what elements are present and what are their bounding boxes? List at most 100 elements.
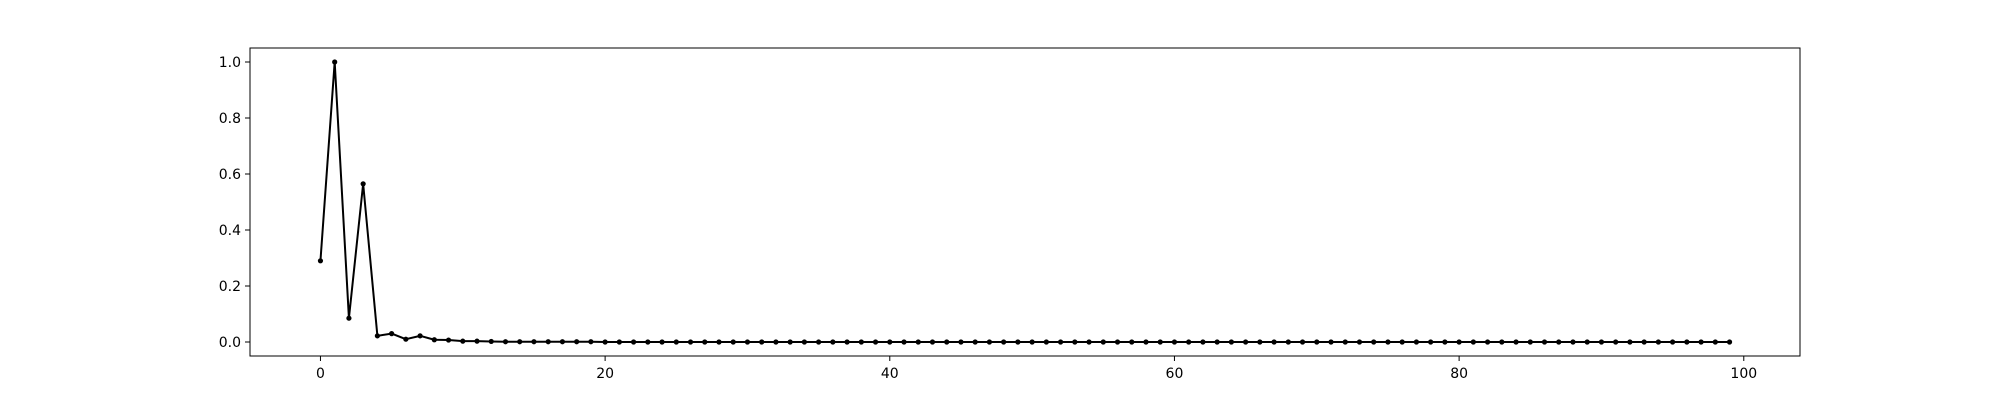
data-point [1356,339,1363,345]
data-point [389,331,395,337]
data-point [1541,339,1548,345]
data-point [1556,339,1562,345]
data-point [759,339,765,345]
x-tick-label: 40 [881,366,899,382]
data-point [972,339,978,345]
data-point [1613,339,1619,345]
series-line [319,61,1730,343]
data-point [1399,339,1405,345]
data-point [1641,339,1647,345]
data-point [630,339,637,345]
data-point [588,339,594,345]
data-point [1114,339,1121,345]
data-point [602,339,608,345]
data-point [1598,339,1605,345]
y-tick-label: 0.0 [219,335,241,351]
data-point [1712,339,1718,345]
data-point [1726,339,1733,345]
data-point [616,339,622,345]
data-point [1157,339,1163,345]
data-series [317,59,1733,345]
data-point [1057,339,1064,345]
data-point [531,339,537,345]
data-point [1698,339,1704,345]
y-tick-label: 0.2 [219,279,241,295]
data-point [929,339,936,345]
data-point [1428,339,1434,345]
data-point [1271,339,1277,345]
data-point [460,338,466,344]
data-point [1100,339,1106,345]
data-point [1527,339,1533,345]
data-point [1171,339,1178,345]
data-point [1257,339,1263,345]
data-point [317,258,324,264]
data-point [1670,339,1676,345]
data-point [445,337,452,343]
data-point [1442,339,1448,345]
data-point [844,339,850,345]
data-point [1214,339,1220,345]
data-point [915,339,921,345]
y-tick-label: 0.8 [219,111,241,127]
data-point [1029,339,1035,345]
data-point [431,337,437,343]
data-point [374,333,380,339]
data-point [332,59,338,65]
x-tick-label: 100 [1730,366,1757,382]
x-tick-label: 20 [596,366,614,382]
data-point [801,339,807,345]
data-point [1655,339,1661,345]
data-point [1015,339,1021,345]
data-point [958,339,964,345]
plot-area-background [250,48,1800,356]
data-point [474,338,480,344]
data-point [1584,339,1590,345]
data-point [1371,339,1377,345]
data-point [830,339,836,345]
data-point [1456,339,1462,345]
data-point [1385,339,1391,345]
data-point [744,339,751,345]
data-point [1314,339,1320,345]
data-point [1086,339,1092,345]
data-point [574,339,580,345]
data-point [545,339,551,345]
data-point [346,315,352,321]
x-tick-label: 60 [1166,366,1184,382]
data-point [417,333,423,339]
data-point [1342,339,1348,345]
x-tick-label: 80 [1450,366,1468,382]
data-point [1684,339,1690,345]
data-point [702,339,708,345]
data-point [901,339,907,345]
data-point [944,339,950,345]
data-point [1129,339,1135,345]
data-point [986,339,993,345]
data-point [1484,339,1491,345]
y-tick-label: 0.4 [219,223,241,239]
data-point [1200,339,1206,345]
data-point [1186,339,1192,345]
data-point [1570,339,1576,345]
data-point [1627,339,1633,345]
data-point [517,339,523,345]
data-point [716,339,722,345]
data-point [502,339,509,345]
axis-ticks: 0 20 40 60 80 100 0.0 0.2 0.4 0.6 0.8 1.0 [219,55,1757,382]
y-tick-label: 1.0 [219,55,241,71]
data-point [1470,339,1476,345]
data-point [1499,339,1505,345]
data-point [1001,339,1007,345]
data-point [858,339,864,345]
data-point [687,339,694,345]
data-point [773,339,779,345]
data-point [559,339,566,345]
x-tick-label: 0 [316,366,325,382]
data-point [673,339,679,345]
data-point [730,339,736,345]
data-point [1328,339,1334,345]
plot-frame [249,47,1801,357]
